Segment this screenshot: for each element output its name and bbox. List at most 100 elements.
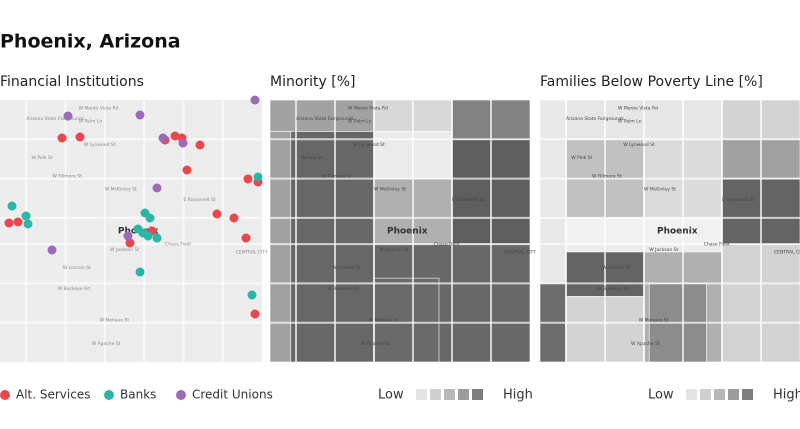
map-region [269, 131, 292, 363]
institution-point [170, 131, 180, 141]
scale-swatch [714, 389, 725, 400]
map-label: W Buckeye Rd [58, 286, 90, 292]
scale-low: Low [648, 388, 674, 403]
map-label: W Jackson St [649, 247, 678, 253]
legend-dot [0, 390, 10, 400]
map-label: W Buckeye Rd [327, 286, 359, 292]
map-label: W Mohave St [639, 318, 669, 324]
scale-swatch [728, 389, 739, 400]
institution-point [250, 309, 260, 319]
scale-swatch [700, 389, 711, 400]
map-label: W McKinley St [105, 187, 137, 193]
map-region [269, 99, 375, 132]
institution-point [247, 290, 257, 300]
scale-swatch [444, 389, 455, 400]
institution-point [123, 231, 133, 241]
map-region [373, 277, 440, 363]
map-label: W Mohave St [369, 318, 399, 324]
scale-swatch [742, 389, 753, 400]
map-label: W Polk St [301, 155, 322, 161]
map-label: CENTRAL CITY [236, 249, 268, 255]
institution-point [135, 267, 145, 277]
institution-point [143, 231, 153, 241]
institution-point [47, 245, 57, 255]
institution-point [13, 217, 23, 227]
institution-point [241, 233, 251, 243]
map-label: W Lincoln St [63, 265, 91, 271]
maps: Phoenix Arizona State Fairgrounds W Monte … [0, 95, 800, 363]
map-label: W Palm Ln [348, 118, 372, 124]
map-label: W Lincoln St [602, 265, 630, 271]
institution-point [152, 183, 162, 193]
institution-point [178, 138, 188, 148]
scale-high: High [773, 388, 800, 403]
scale-swatch [472, 389, 483, 400]
institution-point [75, 132, 85, 142]
scale-swatch [430, 389, 441, 400]
panel-title: Families Below Poverty Line [%] [540, 74, 763, 90]
map-label: W Fillmore St [592, 173, 622, 179]
scale-swatch [458, 389, 469, 400]
legend-label: Banks [120, 388, 156, 402]
institution-point [4, 218, 14, 228]
legend-dot [104, 390, 114, 400]
map-label: W Monte Vista Rd [348, 105, 388, 111]
map-label: W Polk St [31, 155, 52, 161]
map-label: W Monte Vista Rd [79, 105, 119, 111]
map-label: W Lynwood St [84, 142, 116, 148]
map-label: Chase Field [704, 242, 730, 248]
map-label: E Roosevelt St [452, 197, 485, 203]
map-label: W Buckeye Rd [597, 286, 629, 292]
map-label: Phoenix [387, 227, 428, 237]
map-label: CENTRAL CITY [774, 249, 800, 255]
institution-point [57, 133, 67, 143]
map-label: E Roosevelt St [722, 197, 755, 203]
institution-point [158, 133, 168, 143]
panel-title: Financial Institutions [0, 74, 144, 90]
map-label: W Fillmore St [322, 173, 352, 179]
legend-label: Alt. Services [16, 388, 90, 402]
map-label: W Lynwood St [623, 142, 655, 148]
page-title: Phoenix, Arizona [0, 31, 181, 53]
panel-title: Minority [%] [270, 74, 356, 90]
map-label: W Apache St [92, 341, 121, 347]
map-region [290, 131, 375, 363]
legend: Alt. Services Banks Credit Unions [0, 388, 273, 402]
institution-point [212, 209, 222, 219]
institution-point [63, 111, 73, 121]
institution-point [152, 233, 162, 243]
map-label: E Roosevelt St [183, 197, 216, 203]
map-label: W Fillmore St [52, 173, 82, 179]
map-label: CENTRAL CITY [504, 249, 536, 255]
map-label: Arizona State Fairgrounds [296, 116, 355, 122]
map-label: Arizona State Fairgrounds [26, 116, 85, 122]
map: Phoenix Arizona State Fairgrounds W Monte … [269, 99, 536, 363]
institution-point [7, 201, 17, 211]
map-label: W Lincoln St [332, 265, 360, 271]
institution-point [145, 213, 155, 223]
map-label: Arizona State Fairgrounds [566, 116, 625, 122]
legend-label: Credit Unions [192, 388, 273, 402]
institution-point [243, 174, 253, 184]
map-label: Chase Field [165, 242, 191, 248]
map-label: W Mohave St [100, 318, 130, 324]
map-label: W Palm Ln [79, 118, 103, 124]
map-background [0, 100, 262, 362]
institution-point [253, 172, 263, 182]
institution-point [135, 110, 145, 120]
map-label: W Jackson St [110, 247, 139, 253]
scale-swatch [416, 389, 427, 400]
map-label: W McKinley St [374, 187, 406, 193]
map: Phoenix Arizona State Fairgrounds W Monte … [539, 99, 800, 363]
institution-point [195, 140, 205, 150]
map-label: W Apache St [361, 341, 390, 347]
map-label: W Jackson St [379, 247, 408, 253]
map-label: W Monte Vista Rd [618, 105, 658, 111]
map-label: W McKinley St [644, 187, 676, 193]
scale-high: High [503, 388, 533, 403]
scale-swatch [686, 389, 697, 400]
scale-low: Low [378, 388, 404, 403]
map-label: W Palm Ln [618, 118, 642, 124]
map-label: W Polk St [571, 155, 592, 161]
